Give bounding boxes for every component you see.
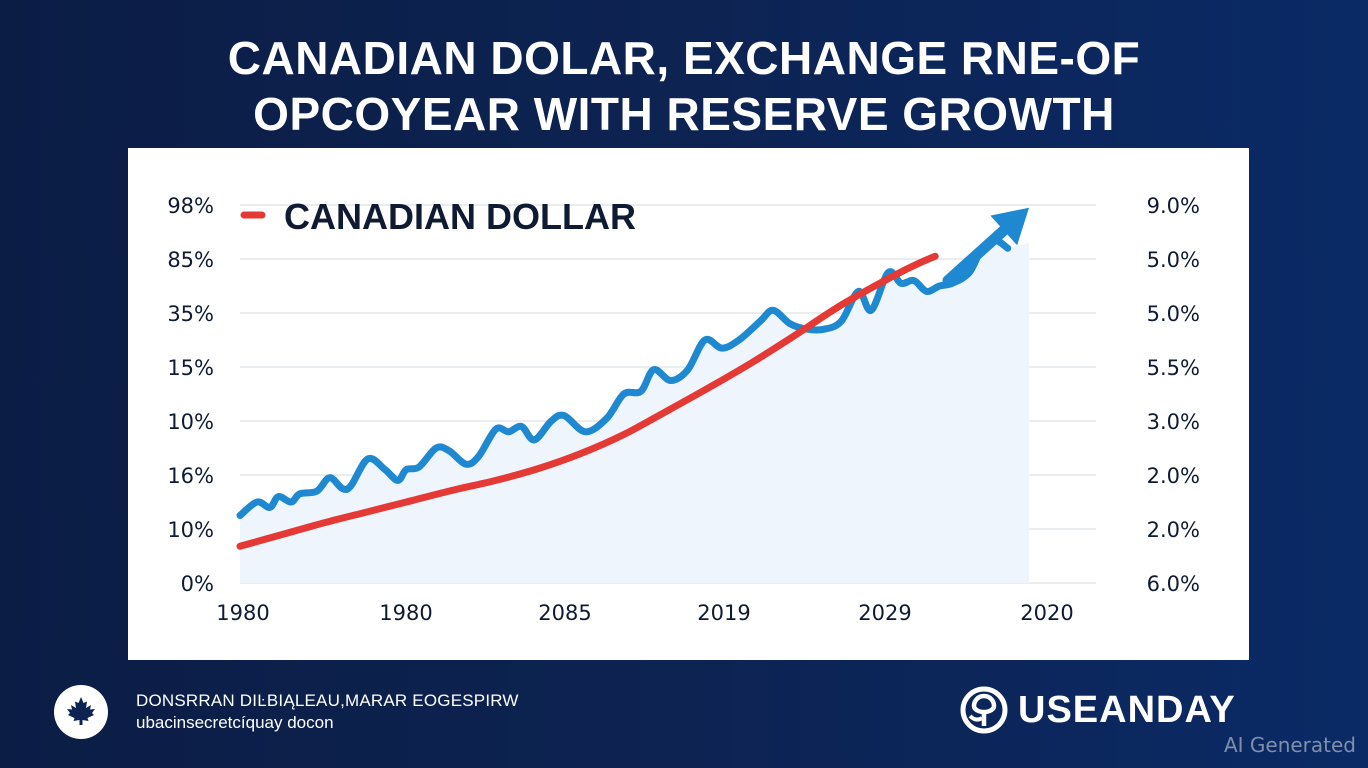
left-tick-label: 85% — [167, 248, 214, 272]
legend-label: CANADIAN DOLLAR — [284, 196, 636, 237]
title-line-2: OPCOYEAR WITH RESERVE GROWTH — [253, 88, 1115, 140]
footer-line-2: ubacinsecretcíquay docon — [136, 713, 334, 732]
left-tick-label: 35% — [167, 302, 214, 326]
left-tick-label: 98% — [167, 194, 214, 218]
right-tick-label: 9.0% — [1147, 194, 1200, 218]
left-tick-label: 10% — [167, 518, 214, 542]
right-tick-label: 2.0% — [1147, 464, 1200, 488]
right-tick-label: 5.5% — [1147, 356, 1200, 380]
brand-logo: USEANDAY — [960, 686, 1236, 734]
right-axis: 9.0% 5.0% 5.0% 5.5% 3.0% 2.0% 2.0% 6.0% — [1147, 194, 1200, 596]
x-tick-label: 1980 — [216, 601, 269, 625]
right-tick-label: 3.0% — [1147, 410, 1200, 434]
legend: CANADIAN DOLLAR — [240, 196, 636, 237]
footer-line-1: DONSRRAN DIĿBIĄLEAU,MARAR EOGESPIRW — [136, 691, 519, 710]
left-tick-label: 10% — [167, 410, 214, 434]
series-layer — [236, 207, 1030, 550]
x-tick-label: 1980 — [379, 601, 432, 625]
x-tick-label: 2020 — [1020, 601, 1073, 625]
area-layer — [240, 240, 1030, 583]
x-tick-label: 2029 — [858, 601, 911, 625]
right-tick-label: 6.0% — [1147, 572, 1200, 596]
brand-name: USEANDAY — [1018, 688, 1236, 731]
footer-source: DONSRRAN DIĿBIĄLEAU,MARAR EOGESPIRW ubac… — [54, 685, 519, 739]
growth-arrow-shaft — [942, 216, 1019, 287]
x-axis: 1980 1980 2085 2019 2029 2020 — [216, 601, 1073, 625]
x-tick-label: 2085 — [538, 601, 591, 625]
maple-leaf-badge — [54, 685, 108, 739]
left-tick-label: 16% — [167, 464, 214, 488]
canadian-dollar-line — [236, 252, 939, 550]
chart-card: 98% 85% 35% 15% 10% 16% 10% 0% 9.0% 5.0% 5.0% 5.5%… — [128, 148, 1249, 660]
left-tick-label: 15% — [167, 356, 214, 380]
growth-arrow-head — [990, 207, 1030, 246]
title-line-1: CANADIAN DOLAR, EXCHANGE RNE-OF — [227, 32, 1141, 84]
maple-leaf-icon — [67, 697, 95, 725]
left-axis: 98% 85% 35% 15% 10% 16% 10% 0% — [167, 194, 214, 596]
ai-generated-watermark: AI Generated — [1223, 733, 1356, 757]
right-tick-label: 2.0% — [1147, 518, 1200, 542]
brand-swirl-icon — [960, 686, 1008, 734]
chart-title: CANADIAN DOLAR, EXCHANGE RNE-OF OPCOYEAR… — [0, 30, 1368, 142]
line-chart: 98% 85% 35% 15% 10% 16% 10% 0% 9.0% 5.0% 5.0% 5.5%… — [167, 194, 1200, 625]
x-tick-label: 2019 — [697, 601, 750, 625]
right-tick-label: 5.0% — [1147, 248, 1200, 272]
series-area — [240, 240, 1030, 583]
right-tick-label: 5.0% — [1147, 302, 1200, 326]
left-tick-label: 0% — [181, 572, 214, 596]
